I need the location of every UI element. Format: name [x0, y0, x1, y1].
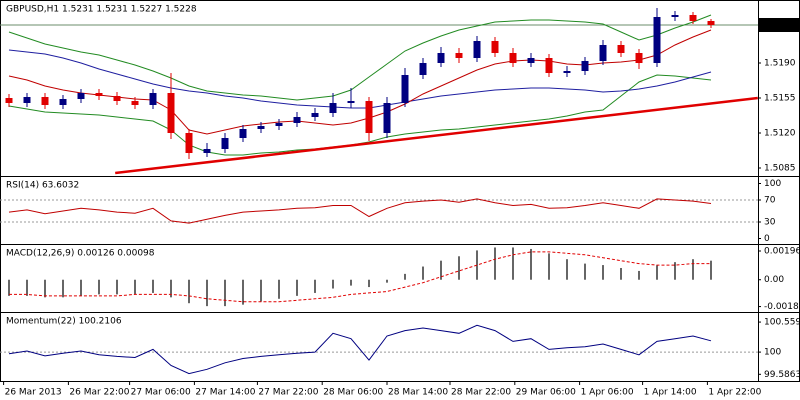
x-tick-label: 1 Apr 06:00: [581, 388, 634, 398]
candle-body: [275, 123, 283, 126]
y-tick-label: 70: [764, 196, 776, 206]
x-tick-label: 28 Mar 06:00: [323, 388, 383, 398]
candle-body: [473, 41, 481, 58]
candle-body: [545, 58, 553, 73]
candle-body: [311, 113, 319, 117]
candle-body: [653, 17, 661, 63]
frame: [0, 0, 800, 382]
candle-body: [527, 58, 535, 63]
candle-body: [401, 75, 409, 103]
candle-body: [41, 97, 49, 105]
y-tick-label: 100: [764, 179, 781, 189]
x-tick-label: 28 Mar 14:00: [388, 388, 448, 398]
candle-body: [131, 101, 139, 105]
y-tick-label: -0.00183: [764, 302, 800, 312]
y-tick-label: 1.5155: [764, 94, 796, 104]
candle-body: [599, 45, 607, 61]
y-tick-label: 1.5085: [764, 164, 796, 174]
y-tick-label: 0.00: [764, 275, 784, 285]
candle-body: [59, 99, 67, 105]
x-tick-label: 26 Mar 22:00: [69, 388, 129, 398]
indicator-line: [8, 324, 712, 375]
last-price-label: 1.5228: [763, 21, 795, 31]
candle-body: [689, 15, 697, 21]
candle-body: [437, 53, 445, 63]
candle-body: [149, 93, 157, 105]
y-tick-label: 0.00196: [764, 246, 800, 256]
candle-body: [23, 97, 31, 103]
indicator-line: [8, 49, 712, 109]
candle-body: [239, 129, 247, 138]
y-tick-label: 0: [764, 234, 770, 244]
candle-body: [167, 93, 175, 133]
x-tick-label: 27 Mar 06:00: [131, 388, 191, 398]
x-tick-label: 29 Mar 06:00: [516, 388, 576, 398]
y-tick-label: 100: [764, 348, 781, 358]
candle-body: [365, 101, 373, 133]
x-tick-label: 1 Apr 14:00: [644, 388, 697, 398]
panel-title: Momentum(22) 100.2106: [6, 317, 122, 327]
x-tick-label: 1 Apr 22:00: [708, 388, 761, 398]
panel-title: GBPUSD,H1 1.5231 1.5231 1.5227 1.5228: [6, 5, 197, 15]
candle-body: [455, 53, 463, 58]
candle-body: [707, 21, 715, 25]
candle-body: [293, 117, 301, 123]
x-tick-label: 28 Mar 22:00: [451, 388, 511, 398]
candle-body: [329, 103, 337, 113]
indicator-line: [8, 198, 712, 224]
x-tick-label: 26 Mar 2013: [5, 388, 62, 398]
candle-body: [419, 63, 427, 75]
candle-body: [95, 93, 103, 96]
candle-body: [563, 71, 571, 73]
y-tick-label: 1.5120: [764, 129, 796, 139]
y-tick-label: 30: [764, 218, 776, 228]
candle-body: [185, 133, 193, 153]
trend-line: [115, 96, 758, 175]
x-tick-label: 27 Mar 22:00: [258, 388, 318, 398]
candle-body: [257, 126, 265, 129]
panel-title: RSI(14) 63.6032: [6, 181, 79, 191]
indicator-line: [8, 29, 712, 135]
candle-body: [491, 41, 499, 53]
candle-body: [581, 61, 589, 71]
y-tick-label: 99.5863: [764, 370, 800, 380]
candle-body: [509, 53, 517, 63]
candle-body: [5, 98, 13, 103]
panel-title: MACD(12,26,9) 0.00126 0.00098: [6, 249, 155, 259]
candle-body: [635, 53, 643, 63]
candle-body: [617, 45, 625, 53]
candle-body: [203, 149, 211, 153]
y-tick-label: 1.5190: [764, 59, 796, 69]
signal-line: [9, 251, 711, 303]
candle-body: [221, 138, 229, 149]
candle-body: [347, 101, 355, 103]
candle-body: [77, 93, 85, 99]
candle-body: [671, 15, 679, 17]
candle-body: [113, 96, 121, 101]
y-tick-label: 100.5597: [764, 318, 800, 328]
price-box: [759, 18, 799, 32]
candle-body: [383, 103, 391, 133]
x-tick-label: 27 Mar 14:00: [195, 388, 255, 398]
indicator-line: [8, 14, 712, 101]
